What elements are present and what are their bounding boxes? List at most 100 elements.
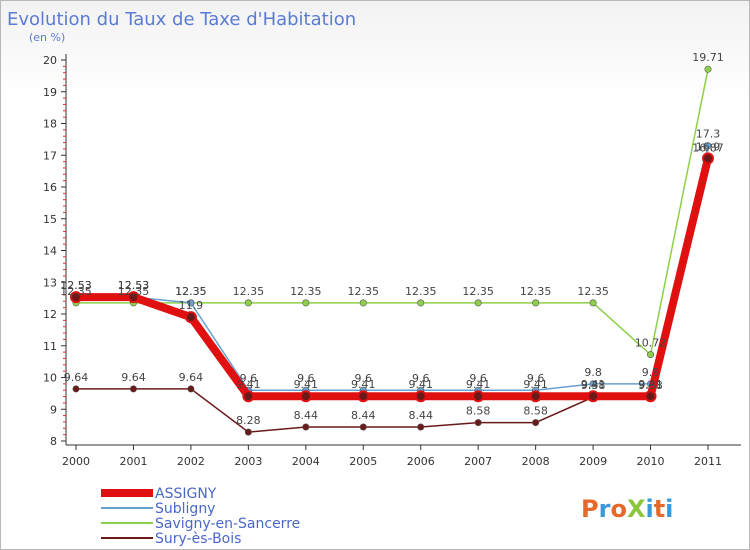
data-label-sury-s-bois: 8.44 — [351, 409, 376, 422]
data-label-savigny-en-sancerre: 19.71 — [692, 51, 724, 64]
data-label-assigny: 9.41 — [351, 378, 376, 391]
x-tick-label: 2002 — [177, 455, 205, 468]
data-point-sury-s-bois — [359, 423, 367, 431]
data-labels: 9.64 9.64 9.64 8.28 8.44 8.44 8.44 8.58 8.58 9.38… — [60, 51, 724, 427]
x-tick-label: 2004 — [292, 455, 320, 468]
data-point-sury-s-bois — [187, 385, 195, 393]
data-label-savigny-en-sancerre: 12.35 — [175, 285, 207, 298]
y-tick-label: 10 — [43, 372, 57, 385]
data-point-savigny-en-sancerre — [417, 299, 425, 307]
data-label-subligny: 12.53 — [118, 279, 150, 292]
chart-subtitle: (en %) — [29, 31, 65, 44]
x-tick-label: 2008 — [522, 455, 550, 468]
proxiti-logo: ProXiti — [581, 495, 673, 523]
data-point-savigny-en-sancerre — [532, 299, 540, 307]
data-point-subligny — [704, 142, 712, 150]
data-point-subligny — [589, 380, 597, 388]
data-label-assigny: 9.41 — [638, 378, 663, 391]
legend-label-assigny: ASSIGNY — [155, 486, 217, 502]
data-label-savigny-en-sancerre: 12.35 — [348, 285, 380, 298]
data-point-subligny — [187, 299, 195, 307]
legend-label-subligny: Subligny — [155, 501, 215, 517]
data-label-sury-s-bois: 9.64 — [64, 371, 89, 384]
data-label-sury-s-bois: 8.28 — [236, 414, 261, 427]
data-point-assigny — [414, 390, 427, 403]
axes: 8 9 10 11 12 13 14 15 16 17 18 19 20 2000 2001 2002 2003… — [43, 54, 741, 468]
data-label-savigny-en-sancerre: 12.35 — [520, 285, 552, 298]
y-tick-label: 15 — [43, 213, 57, 226]
data-point-assigny — [644, 390, 657, 403]
data-label-assigny: 9.41 — [581, 378, 606, 391]
data-label-assigny: 9.41 — [408, 378, 433, 391]
data-label-assigny: 9.41 — [466, 378, 491, 391]
data-point-assigny — [529, 390, 542, 403]
legend: ASSIGNYSublignySavigny-en-SancerreSury-è… — [101, 486, 300, 547]
series-line-subligny — [76, 145, 709, 391]
data-point-sury-s-bois — [72, 385, 80, 393]
data-point-sury-s-bois — [417, 423, 425, 431]
data-point-savigny-en-sancerre — [647, 351, 655, 359]
data-label-subligny: 12.35 — [175, 285, 207, 298]
data-label-assigny: 12.53 — [60, 279, 92, 292]
y-tick-label: 11 — [43, 340, 57, 353]
data-label-subligny: 9.6 — [527, 372, 545, 385]
data-label-sury-s-bois: 8.58 — [523, 405, 548, 418]
data-point-savigny-en-sancerre — [704, 65, 712, 73]
data-point-savigny-en-sancerre — [359, 299, 367, 307]
data-label-sury-s-bois: 9.64 — [179, 371, 204, 384]
data-point-savigny-en-sancerre — [302, 299, 310, 307]
data-point-assigny — [472, 390, 485, 403]
series-line-savigny-en-sancerre — [76, 69, 709, 357]
data-point-assigny — [242, 390, 255, 403]
data-label-sury-s-bois: 9.64 — [121, 371, 146, 384]
data-label-assigny: 9.41 — [523, 378, 548, 391]
y-tick-label: 16 — [43, 181, 57, 194]
data-label-sury-s-bois: 8.44 — [408, 409, 433, 422]
data-label-sury-s-bois: 9.38 — [581, 379, 606, 392]
data-point-assigny — [702, 152, 714, 165]
data-label-subligny: 9.6 — [240, 372, 258, 385]
data-label-sury-s-bois: 16.87 — [692, 141, 724, 154]
data-point-sury-s-bois — [302, 423, 310, 431]
data-label-savigny-en-sancerre: 10.72 — [635, 337, 667, 350]
data-label-savigny-en-sancerre: 12.35 — [290, 285, 322, 298]
data-point-sury-s-bois — [244, 428, 252, 436]
data-label-savigny-en-sancerre: 12.35 — [118, 285, 150, 298]
y-tick-label: 19 — [43, 86, 57, 99]
data-label-subligny: 9.6 — [412, 372, 430, 385]
data-label-sury-s-bois: 9.38 — [638, 379, 663, 392]
x-tick-label: 2001 — [119, 455, 147, 468]
x-tick-label: 2003 — [234, 455, 262, 468]
y-tick-label: 8 — [50, 435, 57, 448]
y-tick-label: 20 — [43, 54, 57, 67]
data-label-assigny: 9.41 — [294, 378, 319, 391]
y-tick-label: 9 — [50, 403, 57, 416]
data-point-assigny — [127, 291, 140, 304]
data-label-subligny: 9.8 — [642, 366, 660, 379]
data-label-savigny-en-sancerre: 12.35 — [60, 285, 92, 298]
data-label-subligny: 12.53 — [60, 279, 92, 292]
data-point-assigny — [587, 390, 600, 403]
data-label-assigny: 9.41 — [236, 378, 261, 391]
logo-text: ProXiti — [581, 495, 673, 523]
data-point-sury-s-bois — [129, 385, 137, 393]
data-label-subligny: 17.3 — [696, 128, 721, 141]
data-label-savigny-en-sancerre: 12.35 — [462, 285, 494, 298]
data-label-assigny: 11.9 — [179, 299, 204, 312]
data-label-assigny: 16.9 — [696, 140, 721, 153]
data-label-subligny: 9.6 — [469, 372, 487, 385]
x-tick-label: 2010 — [637, 455, 665, 468]
chart-title: Evolution du Taux de Taxe d'Habitation — [7, 9, 356, 30]
data-label-subligny: 9.8 — [584, 366, 602, 379]
data-label-sury-s-bois: 8.44 — [294, 409, 319, 422]
data-label-savigny-en-sancerre: 12.35 — [405, 285, 437, 298]
y-tick-label: 18 — [43, 118, 57, 131]
data-point-assigny — [184, 311, 197, 324]
data-point-sury-s-bois — [532, 419, 540, 427]
data-label-subligny: 9.6 — [297, 372, 315, 385]
data-label-assigny: 12.53 — [118, 279, 150, 292]
legend-label-savigny-en-sancerre: Savigny-en-Sancerre — [155, 516, 300, 532]
data-label-sury-s-bois: 8.58 — [466, 405, 491, 418]
